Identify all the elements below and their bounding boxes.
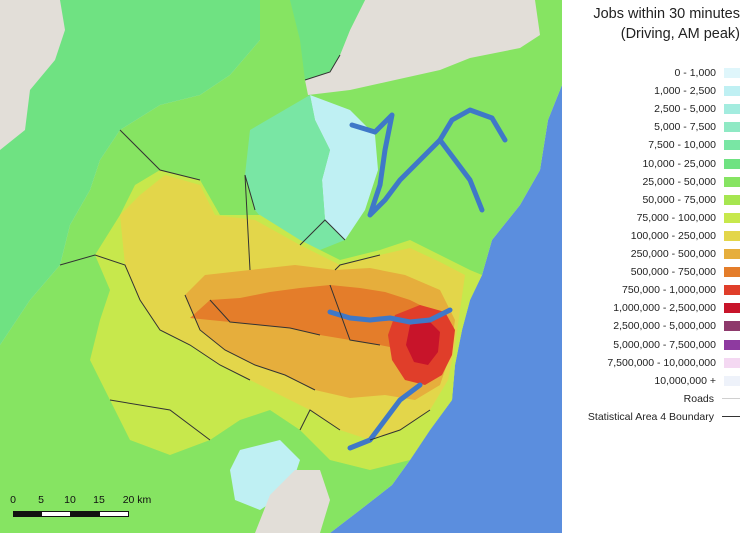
legend-item: 750,000 - 1,000,000 bbox=[622, 283, 740, 297]
scale-segment bbox=[13, 511, 42, 517]
legend-swatch bbox=[724, 158, 740, 169]
legend-swatch bbox=[724, 303, 740, 314]
legend-item-label: 7,500,000 - 10,000,000 bbox=[607, 356, 716, 369]
legend-swatch bbox=[724, 122, 740, 133]
scale-label-10: 10 bbox=[64, 494, 76, 506]
legend-item-label: 0 - 1,000 bbox=[674, 67, 716, 79]
land-outside-south bbox=[255, 470, 330, 533]
legend-item-label: 100,000 - 250,000 bbox=[630, 229, 716, 242]
legend-item: 50,000 - 75,000 bbox=[642, 193, 740, 207]
region-10k-25k-north bbox=[290, 0, 365, 80]
legend-roads-line bbox=[722, 398, 740, 400]
legend-item-label: 7,500 - 10,000 bbox=[648, 139, 716, 152]
legend-item-label: 1,000,000 - 2,500,000 bbox=[613, 302, 716, 315]
scale-label-0: 0 bbox=[10, 494, 16, 506]
legend-item-label: 250,000 - 500,000 bbox=[630, 248, 716, 260]
land-outside-west bbox=[0, 0, 65, 150]
legend-item-label: 500,000 - 750,000 bbox=[630, 266, 716, 279]
legend-item-label: 50,000 - 75,000 bbox=[642, 193, 716, 206]
legend-item: 75,000 - 100,000 bbox=[637, 211, 740, 225]
legend-item: 1,000,000 - 2,500,000 bbox=[613, 301, 740, 315]
legend-item: 500,000 - 750,000 bbox=[631, 265, 740, 279]
legend-item-label: 1,000 - 2,500 bbox=[654, 85, 716, 98]
legend-item-label: 5,000,000 - 7,500,000 bbox=[613, 338, 716, 351]
legend-swatch bbox=[724, 230, 740, 241]
ocean bbox=[330, 85, 562, 533]
waterways bbox=[327, 107, 508, 451]
legend-boundary-line bbox=[722, 416, 740, 418]
legend-item-label: 75,000 - 100,000 bbox=[636, 211, 716, 224]
legend-swatch bbox=[724, 68, 740, 78]
region-500k-750k bbox=[190, 285, 440, 350]
legend-item: 5,000,000 - 7,500,000 bbox=[613, 338, 740, 352]
scale-label-15: 15 bbox=[93, 494, 105, 506]
region-1k-2500 bbox=[310, 95, 378, 240]
legend-item: 10,000 - 25,000 bbox=[642, 157, 740, 171]
legend: Jobs within 30 minutes (Driving, AM peak… bbox=[566, 0, 754, 533]
region-7500-10k bbox=[245, 95, 345, 250]
legend-boundary-label: Statistical Area 4 Boundary bbox=[587, 410, 714, 423]
legend-item: 100,000 - 250,000 bbox=[631, 229, 740, 243]
legend-swatch bbox=[724, 375, 740, 386]
legend-item: 5,000 - 7,500 bbox=[654, 120, 740, 134]
scale-label-5: 5 bbox=[38, 494, 44, 506]
legend-roads-label: Roads bbox=[683, 392, 714, 405]
scale-segment bbox=[70, 511, 100, 517]
scale-segment bbox=[99, 511, 129, 517]
legend-swatch bbox=[724, 140, 740, 151]
scale-label-20km: 20 km bbox=[122, 494, 152, 506]
legend-item-label: 2,500,000 - 5,000,000 bbox=[613, 320, 716, 333]
scale-segment bbox=[41, 511, 71, 517]
legend-item: 0 - 1,000 bbox=[675, 66, 740, 80]
legend-swatch bbox=[724, 357, 740, 368]
legend-item: 2,500,000 - 5,000,000 bbox=[613, 319, 740, 333]
region-1m-2500k bbox=[406, 320, 440, 365]
legend-item: 7,500 - 10,000 bbox=[648, 138, 740, 152]
legend-item: 10,000,000 + bbox=[654, 374, 740, 388]
legend-item: 1,000 - 2,500 bbox=[654, 84, 740, 98]
legend-item: 25,000 - 50,000 bbox=[642, 175, 740, 189]
choropleth-map[interactable] bbox=[0, 0, 562, 533]
region-10k-25k bbox=[0, 0, 260, 345]
legend-swatch bbox=[724, 267, 740, 278]
legend-swatch bbox=[724, 176, 740, 187]
legend-item-label: 10,000,000 + bbox=[654, 374, 716, 387]
legend-swatch bbox=[724, 212, 740, 223]
sa4-boundaries bbox=[59, 54, 431, 441]
legend-item: 2,500 - 5,000 bbox=[654, 102, 740, 116]
legend-swatch bbox=[724, 285, 740, 296]
map-panel[interactable]: 0 5 10 15 20 km bbox=[0, 0, 562, 533]
legend-item: 250,000 - 500,000 bbox=[631, 247, 740, 261]
legend-title: Jobs within 30 minutes bbox=[593, 6, 740, 22]
legend-swatch bbox=[724, 339, 740, 350]
legend-item: 7,500,000 - 10,000,000 bbox=[607, 356, 740, 370]
legend-roads: Roads bbox=[684, 392, 740, 406]
legend-item-label: 750,000 - 1,000,000 bbox=[622, 284, 716, 297]
legend-swatch bbox=[724, 321, 740, 332]
legend-item-label: 25,000 - 50,000 bbox=[642, 175, 716, 188]
legend-swatch bbox=[724, 194, 740, 205]
legend-item-label: 10,000 - 25,000 bbox=[642, 157, 716, 170]
legend-swatch bbox=[724, 104, 740, 115]
legend-item-label: 5,000 - 7,500 bbox=[654, 121, 716, 134]
legend-swatch bbox=[724, 249, 740, 259]
legend-swatch bbox=[724, 86, 740, 97]
legend-item-label: 2,500 - 5,000 bbox=[654, 103, 716, 116]
legend-boundary: Statistical Area 4 Boundary bbox=[588, 410, 740, 424]
legend-subtitle: (Driving, AM peak) bbox=[620, 26, 740, 42]
